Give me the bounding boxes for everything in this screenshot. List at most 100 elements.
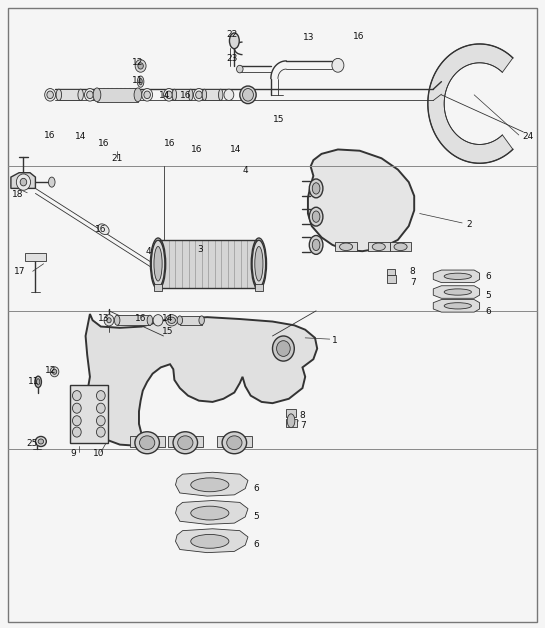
Ellipse shape [52,369,57,374]
Text: 18: 18 [12,190,23,198]
Ellipse shape [394,243,407,251]
Ellipse shape [50,367,59,377]
Text: 13: 13 [302,33,314,42]
Bar [130,436,165,447]
Ellipse shape [191,534,229,548]
Circle shape [96,416,105,426]
Text: 16: 16 [135,314,147,323]
Polygon shape [433,300,480,312]
Bar [286,409,296,417]
Bar [174,89,191,100]
Polygon shape [175,529,248,553]
Ellipse shape [137,76,144,87]
Text: 11: 11 [28,377,40,386]
Bar [368,242,390,251]
Text: 17: 17 [14,267,25,276]
Ellipse shape [243,89,253,101]
Ellipse shape [56,89,62,100]
Text: 23: 23 [226,54,238,63]
Text: 6: 6 [485,307,491,316]
Bar [70,385,108,443]
Ellipse shape [45,89,56,101]
Ellipse shape [222,432,246,453]
Ellipse shape [164,89,174,101]
Text: 15: 15 [162,327,174,336]
Text: 6: 6 [253,540,259,549]
Text: 16: 16 [98,139,110,148]
Text: 12: 12 [45,366,56,375]
Polygon shape [11,173,35,188]
Bar [387,269,395,275]
Ellipse shape [135,432,159,453]
Ellipse shape [168,317,175,323]
Ellipse shape [154,247,162,281]
Ellipse shape [107,318,111,323]
Text: 6: 6 [253,484,259,493]
Ellipse shape [196,91,202,99]
Text: 7: 7 [410,278,416,287]
Bar [180,316,202,325]
Text: 14: 14 [159,91,171,100]
Circle shape [20,178,27,186]
Ellipse shape [227,436,242,450]
Text: 7: 7 [300,421,306,430]
Ellipse shape [252,241,266,288]
Text: 11: 11 [132,76,143,85]
Polygon shape [433,270,480,283]
Circle shape [135,60,146,72]
Ellipse shape [87,91,93,99]
Text: 12: 12 [132,58,143,67]
Ellipse shape [240,86,256,104]
Text: 16: 16 [164,139,175,148]
Bar [335,242,357,251]
Ellipse shape [237,65,243,73]
Ellipse shape [166,91,172,99]
Ellipse shape [312,211,320,222]
Ellipse shape [309,179,323,198]
Bar [168,436,203,447]
Ellipse shape [202,89,207,100]
Text: 22: 22 [226,30,238,39]
Ellipse shape [84,89,95,101]
Bar [217,436,252,447]
Text: 5: 5 [253,512,259,521]
Ellipse shape [312,239,320,251]
Text: 1: 1 [332,336,338,345]
Text: 16: 16 [44,131,55,140]
Ellipse shape [134,88,142,102]
Ellipse shape [144,91,150,99]
Ellipse shape [47,91,53,99]
Ellipse shape [38,439,44,444]
Polygon shape [175,501,248,524]
Circle shape [72,403,81,413]
Ellipse shape [35,436,46,447]
Circle shape [96,391,105,401]
Ellipse shape [272,336,294,361]
Bar [158,240,259,288]
Ellipse shape [191,478,229,492]
Ellipse shape [104,315,114,326]
Bar [387,275,396,283]
Bar [59,89,81,100]
Ellipse shape [98,224,109,235]
Ellipse shape [372,243,385,251]
Ellipse shape [49,177,55,187]
Text: 25: 25 [26,440,38,448]
Ellipse shape [287,414,295,428]
Text: 15: 15 [272,115,284,124]
Ellipse shape [37,379,40,385]
Ellipse shape [173,432,198,453]
Ellipse shape [309,236,323,254]
Text: 24: 24 [522,133,534,141]
Circle shape [72,416,81,426]
Circle shape [96,427,105,437]
Ellipse shape [277,340,290,357]
Bar [390,242,411,251]
Ellipse shape [78,89,83,100]
Bar [117,315,150,325]
Ellipse shape [219,89,223,100]
Text: 9: 9 [71,449,77,458]
Text: 21: 21 [112,154,123,163]
Ellipse shape [229,33,239,48]
Text: 16: 16 [180,91,191,100]
